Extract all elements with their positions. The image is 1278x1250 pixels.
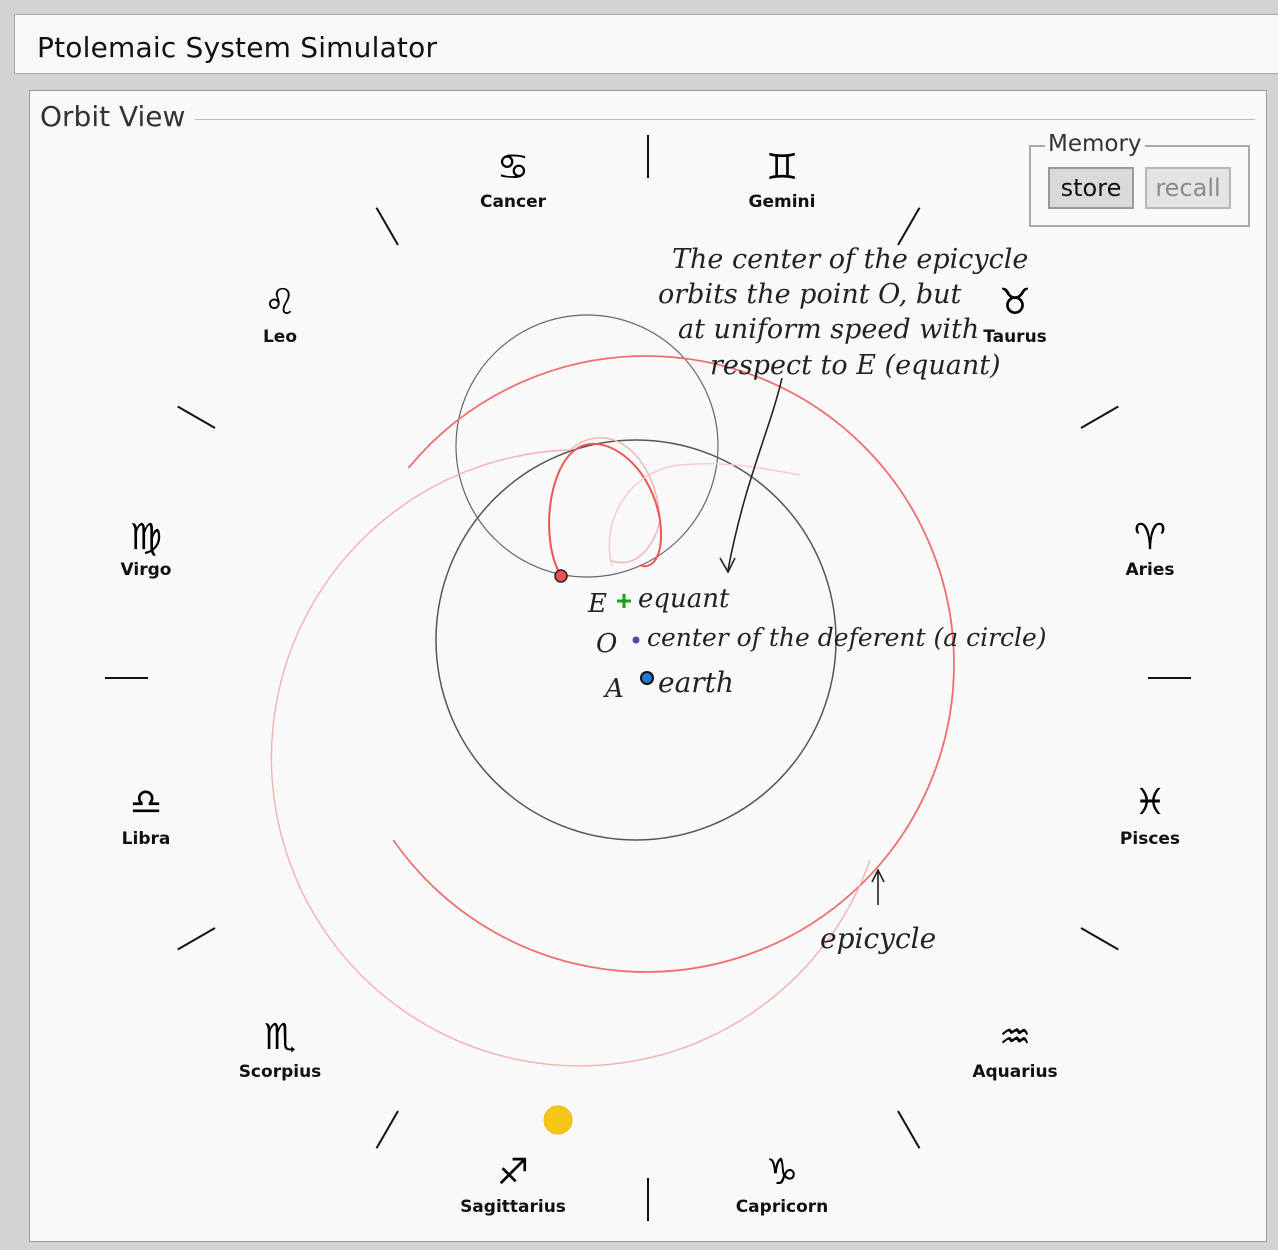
zodiac-divider-tick (177, 405, 216, 429)
zodiac-sign-virgo: ♍Virgo (121, 517, 172, 580)
planet-path-outer (337, 355, 955, 973)
app-title: Ptolemaic System Simulator (37, 31, 438, 64)
pisces-label: Pisces (1120, 829, 1180, 849)
orbit-view-panel (29, 90, 1267, 1242)
zodiac-sign-sagittarius: ♐ Sagittarius (460, 1152, 566, 1217)
center-text: center of the deferent (a circle) (647, 623, 1047, 652)
equant-text: equant (638, 584, 730, 614)
orbit-view-divider (195, 119, 1255, 120)
libra-symbol-icon: ♎ (130, 782, 162, 823)
zodiac-sign-libra: ♎ Libra (122, 782, 171, 849)
title-bar: Ptolemaic System Simulator (14, 14, 1278, 74)
memory-label: Memory (1045, 131, 1145, 157)
zodiac-sign-capricorn: ♑ Capricorn (736, 1152, 829, 1217)
cancer-label: Cancer (480, 192, 547, 212)
zodiac-sign-aquarius: ♒ Aquarius (972, 1017, 1057, 1082)
center-letter: O (596, 629, 617, 659)
zodiac-sign-aries: ♈Aries (1125, 517, 1174, 580)
zodiac-sign-scorpius: ♏ Scorpius (239, 1017, 322, 1082)
sagittarius-symbol-icon: ♐ (497, 1152, 529, 1193)
planet-marker[interactable] (554, 569, 568, 583)
zodiac-sign-taurus: ♉ Taurus (983, 282, 1047, 347)
epicycle-arrow (871, 868, 885, 905)
scorpius-label: Scorpius (239, 1062, 322, 1082)
note-line-4: respect to E (equant) (710, 350, 1001, 381)
aries-symbol-icon: ♈ (1134, 517, 1166, 558)
zodiac-signs: ♋ Cancer ♊ Gemini ♌ Leo ♉ Taurus ♍Virgo ♈Aries ♎ Li… (121, 147, 1181, 1217)
aquarius-label: Aquarius (972, 1062, 1057, 1082)
planet-path-faint (270, 437, 871, 1067)
store-button[interactable]: store (1048, 167, 1134, 209)
leo-symbol-icon: ♌ (264, 282, 296, 323)
deferent-center-marker (632, 636, 640, 644)
gemini-label: Gemini (749, 192, 816, 212)
sagittarius-label: Sagittarius (460, 1197, 566, 1217)
zodiac-sign-leo: ♌ Leo (263, 282, 297, 347)
zodiac-divider-tick (177, 927, 216, 951)
epicycle-note: The center of the epicycle orbits the po… (658, 244, 1028, 381)
capricorn-symbol-icon: ♑ (766, 1152, 798, 1193)
pisces-symbol-icon: ♓ (1134, 782, 1166, 823)
equant-letter: E (587, 589, 607, 619)
zodiac-divider-tick (897, 1110, 921, 1149)
zodiac-divider-tick (1080, 927, 1119, 951)
earth-letter: A (603, 674, 624, 704)
zodiac-ticks (105, 135, 1191, 1221)
note-line-2: orbits the point O, but (658, 279, 962, 310)
planet-path-loop (548, 442, 662, 577)
note-line-1: The center of the epicycle (672, 244, 1028, 275)
zodiac-divider-tick (375, 1110, 399, 1149)
leo-label: Leo (263, 327, 297, 347)
note-arrow (727, 377, 783, 571)
earth-marker (640, 671, 654, 685)
virgo-symbol-icon: ♍ (130, 517, 162, 558)
taurus-symbol-icon: ♉ (999, 282, 1031, 323)
recall-button[interactable]: recall (1145, 167, 1231, 209)
epicycle-text: epicycle (820, 922, 936, 955)
equant-marker (617, 594, 631, 608)
zodiac-divider-tick (375, 207, 399, 246)
virgo-label: Virgo (121, 560, 172, 580)
cancer-symbol-icon: ♋ (497, 147, 529, 188)
aquarius-symbol-icon: ♒ (999, 1017, 1031, 1058)
taurus-label: Taurus (983, 327, 1047, 347)
orbit-view-label: Orbit View (40, 100, 190, 133)
zodiac-sign-pisces: ♓ Pisces (1120, 782, 1180, 849)
gemini-symbol-icon: ♊ (766, 147, 798, 188)
zodiac-divider-tick (1080, 405, 1119, 429)
earth-text: earth (658, 666, 734, 699)
note-arrow-head (719, 557, 736, 574)
note-line-3: at uniform speed with (678, 314, 979, 345)
planet-path-loop-faint (608, 462, 801, 567)
scorpius-symbol-icon: ♏ (264, 1017, 296, 1058)
zodiac-divider-tick (897, 207, 921, 246)
deferent-circle (435, 439, 837, 841)
zodiac-sign-cancer: ♋ Cancer (480, 147, 547, 212)
capricorn-label: Capricorn (736, 1197, 829, 1217)
aries-label: Aries (1125, 560, 1174, 580)
libra-label: Libra (122, 829, 171, 849)
epicycle-circle (455, 314, 719, 578)
sun-marker[interactable] (543, 1105, 573, 1135)
zodiac-sign-gemini: ♊ Gemini (749, 147, 816, 212)
